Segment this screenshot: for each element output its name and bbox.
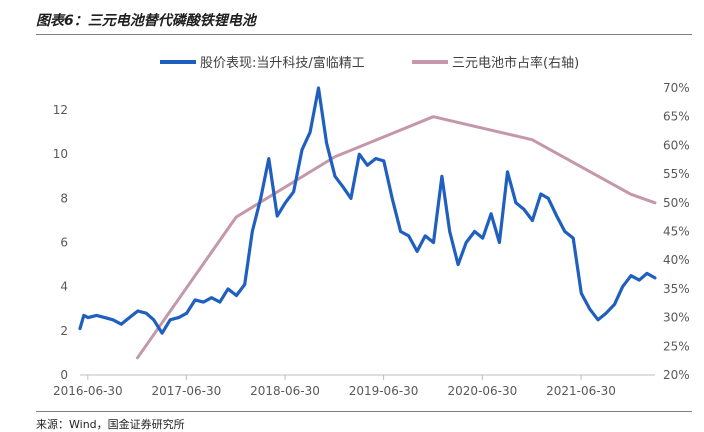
left-tick-label: 2 [60,324,68,338]
x-axis-ticks: 2016-06-30 2017-06-30 2018-06-30 2019-06-30… [53,375,616,398]
right-tick-label: 70% [663,81,690,95]
legend: 股价表现:当升科技/富临精工 三元电池市占率(右轴) [160,55,579,71]
x-tick-label: 2016-06-30 [53,384,123,398]
left-tick-label: 0 [60,368,68,382]
legend-label-ternary-share: 三元电池市占率(右轴) [452,55,579,71]
right-axis-ticks: 20% 25% 30% 35% 40% 45% 50% 55% 60% 65% 70% [663,81,690,382]
left-tick-label: 6 [60,236,68,250]
right-tick-label: 20% [663,368,690,382]
source-note: 来源：Wind，国金证券研究所 [36,418,185,431]
x-tick-label: 2019-06-30 [349,384,419,398]
top-divider [36,34,692,35]
right-tick-label: 40% [663,253,690,267]
bottom-divider [36,411,692,412]
right-tick-label: 55% [663,167,690,181]
legend-label-stock-ratio: 股价表现:当升科技/富临精工 [200,55,365,71]
left-tick-label: 8 [60,191,68,205]
left-tick-label: 4 [60,280,68,294]
x-tick-label: 2018-06-30 [250,384,320,398]
x-tick-label: 2021-06-30 [546,384,616,398]
right-tick-label: 60% [663,138,690,152]
x-tick-label: 2017-06-30 [152,384,222,398]
right-tick-label: 50% [663,196,690,210]
left-axis-ticks: 0 2 4 6 8 10 12 [53,103,68,382]
figure-title: 图表6：三元电池替代磷酸铁锂电池 [36,13,256,29]
left-tick-label: 12 [53,103,68,117]
right-tick-label: 25% [663,339,690,353]
right-tick-label: 35% [663,282,690,296]
series-layer [78,86,657,360]
series-line-ternary-share [136,115,657,360]
x-tick-label: 2020-06-30 [448,384,518,398]
right-tick-label: 30% [663,311,690,325]
series-line-stock-ratio [78,86,657,335]
left-tick-label: 10 [53,147,68,161]
right-tick-label: 45% [663,225,690,239]
right-tick-label: 65% [663,110,690,124]
